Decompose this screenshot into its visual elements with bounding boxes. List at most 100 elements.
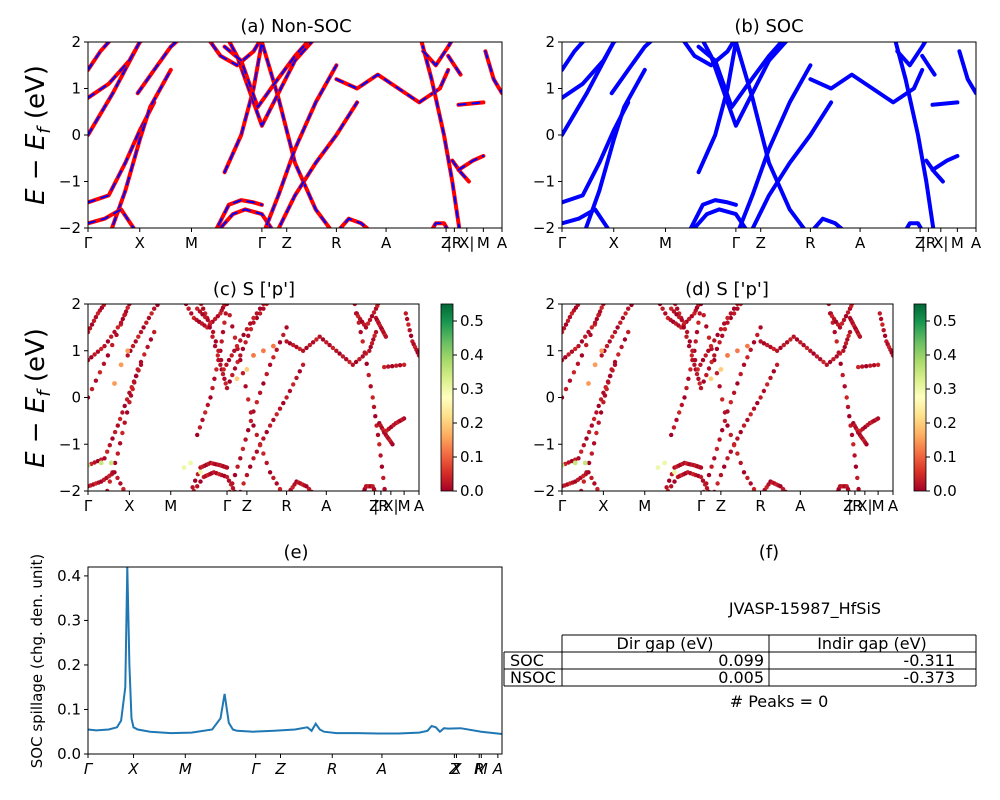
proj-point: [136, 334, 141, 339]
proj-point: [240, 446, 246, 452]
proj-point: [616, 517, 620, 521]
proj-point: [144, 287, 148, 291]
proj-point: [118, 320, 124, 325]
proj-point: [831, 498, 835, 502]
proj-point: [386, 364, 391, 369]
proj-point: [251, 456, 256, 461]
proj-point: [352, 304, 357, 307]
proj-point: [125, 353, 130, 358]
proj-point: [579, 339, 585, 344]
proj-point: [626, 306, 631, 311]
proj-point: [200, 312, 205, 317]
proj-point: [771, 346, 776, 352]
xtick-label: A: [497, 234, 508, 252]
proj-point: [230, 324, 235, 329]
proj-point: [673, 304, 678, 307]
proj-point: [882, 333, 888, 338]
ylabel-row1: E − Ef (eV): [21, 65, 55, 205]
band-line: [264, 64, 338, 228]
proj-point: [267, 362, 273, 367]
xtick-label: M: [872, 497, 885, 515]
proj-point: [660, 306, 665, 311]
proj-point: [218, 357, 224, 363]
proj-point: [240, 371, 246, 376]
proj-point: [362, 350, 367, 355]
xtick-label: Z: [242, 497, 252, 515]
proj-point: [871, 363, 877, 368]
proj-point: [607, 373, 613, 379]
proj-point: [363, 325, 369, 330]
proj-point: [712, 338, 717, 343]
proj-point: [735, 381, 740, 386]
proj-point: [686, 343, 692, 349]
proj-point: [623, 311, 628, 316]
proj-point: [725, 423, 730, 428]
ytick-label: 2: [71, 33, 81, 51]
table-cell: -0.373: [903, 668, 955, 687]
proj-point: [693, 339, 698, 344]
proj-point: [115, 475, 120, 481]
proj-point: [692, 357, 698, 363]
proj-point: [731, 311, 737, 316]
proj-point: [122, 420, 127, 425]
proj-point: [636, 295, 640, 299]
proj-point: [781, 342, 786, 348]
proj-point: [371, 310, 377, 315]
panel-c-frame: [87, 303, 420, 492]
proj-point: [706, 489, 712, 491]
proj-point: [562, 462, 565, 468]
xtick-label: X: [598, 497, 608, 515]
proj-point: [643, 288, 647, 292]
proj-point: [738, 460, 743, 466]
proj-point: [612, 329, 618, 335]
proj-point: [669, 306, 674, 311]
proj-point: [120, 430, 125, 436]
proj-point: [210, 385, 215, 391]
proj-point: [306, 486, 312, 491]
proj-point: [207, 325, 212, 330]
proj-point: [248, 327, 254, 332]
proj-point: [294, 344, 299, 350]
proj-point: [847, 329, 853, 335]
proj-point: [614, 291, 618, 295]
proj-point: [671, 309, 677, 314]
xtick-label: A: [321, 497, 332, 515]
proj-point: [712, 456, 717, 461]
proj-point: [267, 470, 273, 475]
proj-point: [183, 304, 189, 307]
peaks-count: # Peaks = 0: [730, 692, 829, 711]
band-line: [277, 101, 359, 228]
panel-e-title: (e): [283, 542, 308, 563]
proj-point: [115, 423, 121, 428]
proj-point: [662, 492, 666, 496]
proj-point: [704, 481, 709, 486]
proj-point: [162, 295, 166, 299]
proj-point: [205, 402, 210, 408]
proj-point: [227, 313, 232, 318]
proj-point: [373, 489, 378, 491]
proj-point: [101, 361, 107, 366]
proj-point: [679, 402, 684, 408]
proj-point: [371, 337, 376, 342]
proj-point: [238, 353, 243, 358]
proj-point: [93, 314, 99, 320]
ytick-label: 0.0: [57, 745, 81, 763]
proj-point: [662, 494, 666, 498]
proj-point: [377, 442, 382, 447]
proj-point: [248, 464, 253, 469]
xtick-label: A: [971, 234, 982, 252]
proj-point: [95, 349, 101, 354]
proj-point: [619, 344, 624, 350]
proj-point: [136, 291, 140, 295]
proj-point: [369, 314, 375, 319]
proj-point: [589, 423, 594, 428]
proj-point: [698, 474, 704, 480]
xtick-label: M: [951, 234, 964, 252]
proj-point: [224, 304, 230, 307]
proj-point: [714, 446, 720, 452]
proj-point: [199, 304, 204, 307]
proj-point: [102, 498, 106, 502]
proj-point: [88, 395, 91, 400]
proj-point: [264, 304, 269, 307]
